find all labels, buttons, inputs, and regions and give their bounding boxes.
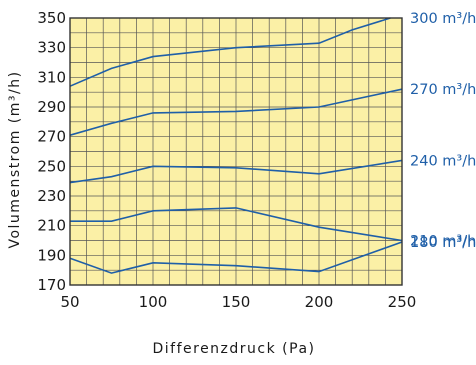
y-tick-label: 230 — [37, 187, 66, 205]
y-tick-label: 330 — [37, 39, 66, 57]
x-tick-label: 100 — [139, 293, 168, 311]
series-line — [69, 241, 403, 274]
grid-lines — [69, 17, 403, 286]
y-tick-label: 270 — [37, 128, 66, 146]
y-tick-label: 350 — [37, 9, 66, 27]
y-tick-label: 290 — [37, 98, 66, 116]
series-label: 240 m³/h — [410, 153, 476, 169]
y-tick-labels: 170 190 210 230 250 270 290 310 330 350 — [37, 9, 66, 294]
series-label: 180 m³/h — [410, 235, 476, 251]
y-axis-label: Volumenstrom (m³/h) — [7, 70, 23, 248]
y-tick-label: 190 — [37, 246, 66, 264]
y-tick-label: 210 — [37, 217, 66, 235]
x-tick-labels: 50 100 150 200 250 — [60, 293, 416, 311]
series-line — [70, 207, 403, 242]
series-label: 270 m³/h — [410, 82, 476, 98]
plot-frame — [69, 17, 403, 286]
x-axis-label: Differenzdruck (Pa) — [152, 341, 315, 357]
x-tick-label: 50 — [60, 293, 79, 311]
series-line — [69, 88, 403, 136]
x-tick-label: 200 — [305, 293, 334, 311]
series-lines — [69, 17, 403, 274]
series-line — [69, 159, 403, 184]
y-tick-label: 250 — [37, 157, 66, 175]
x-tick-label: 250 — [388, 293, 417, 311]
series-line — [69, 17, 391, 87]
y-tick-label: 170 — [37, 276, 66, 294]
series-label: 210 m³/h — [410, 234, 476, 250]
y-tick-label: 310 — [37, 68, 66, 86]
x-tick-label: 150 — [222, 293, 251, 311]
series-label: 300 m³/h — [410, 11, 476, 27]
